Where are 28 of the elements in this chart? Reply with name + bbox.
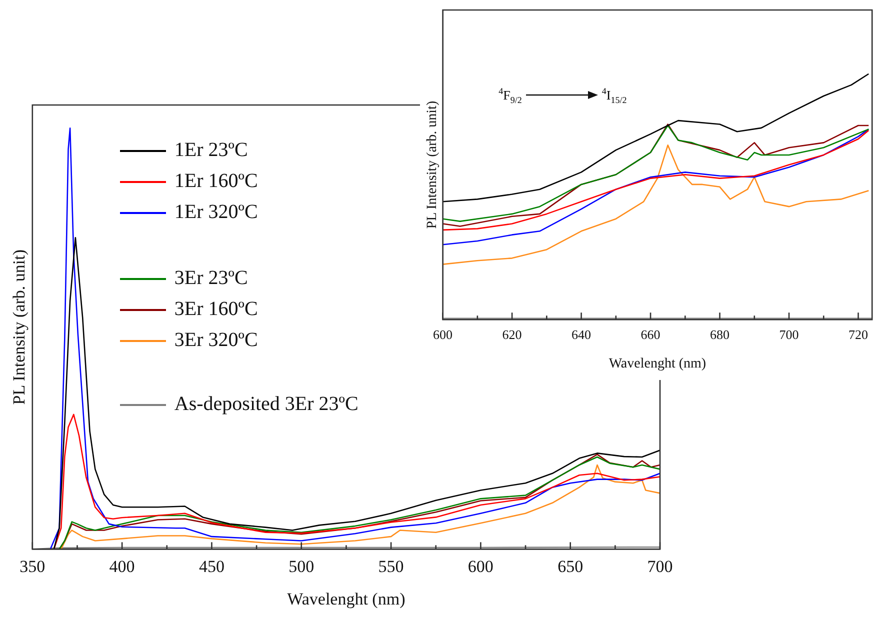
legend-label: 3Er 23ºC: [174, 267, 248, 290]
x-tick-label: 680: [710, 326, 730, 342]
legend-label: As-deposited 3Er 23ºC: [174, 393, 358, 416]
legend-label: 3Er 320ºC: [174, 329, 258, 352]
x-tick-label: 400: [109, 556, 135, 576]
x-tick-label: 550: [378, 556, 404, 576]
x-tick-label: 620: [502, 326, 522, 342]
y-axis-title: PL Intensity (arb. unit): [10, 250, 29, 405]
x-axis-title: Wavelenght (nm): [287, 589, 406, 608]
x-tick-label: 660: [640, 326, 660, 342]
x-axis-title: Wavelenght (nm): [608, 356, 706, 372]
x-tick-label: 500: [288, 556, 314, 576]
legend-label: 3Er 160ºC: [174, 298, 258, 321]
x-tick-label: 720: [848, 326, 868, 342]
x-tick-label: 450: [198, 556, 224, 576]
x-tick-label: 700: [647, 556, 673, 576]
x-tick-label: 350: [20, 556, 46, 576]
legend-label: 1Er 160ºC: [174, 170, 258, 193]
annotation: $^{4}$F$_{9/2}$: [498, 86, 522, 105]
x-tick-label: 640: [572, 326, 592, 342]
annotation: $^{4}$I$_{15/2}$: [602, 86, 627, 105]
x-tick-label: 700: [779, 326, 799, 342]
y-axis-title: PL Intensity (arb. unit): [425, 100, 440, 229]
x-tick-label: 600: [433, 326, 453, 342]
x-tick-label: 600: [468, 556, 494, 576]
legend-label: 1Er 320ºC: [174, 201, 258, 224]
x-tick-label: 650: [558, 556, 584, 576]
legend-label: 1Er 23ºC: [174, 139, 248, 162]
